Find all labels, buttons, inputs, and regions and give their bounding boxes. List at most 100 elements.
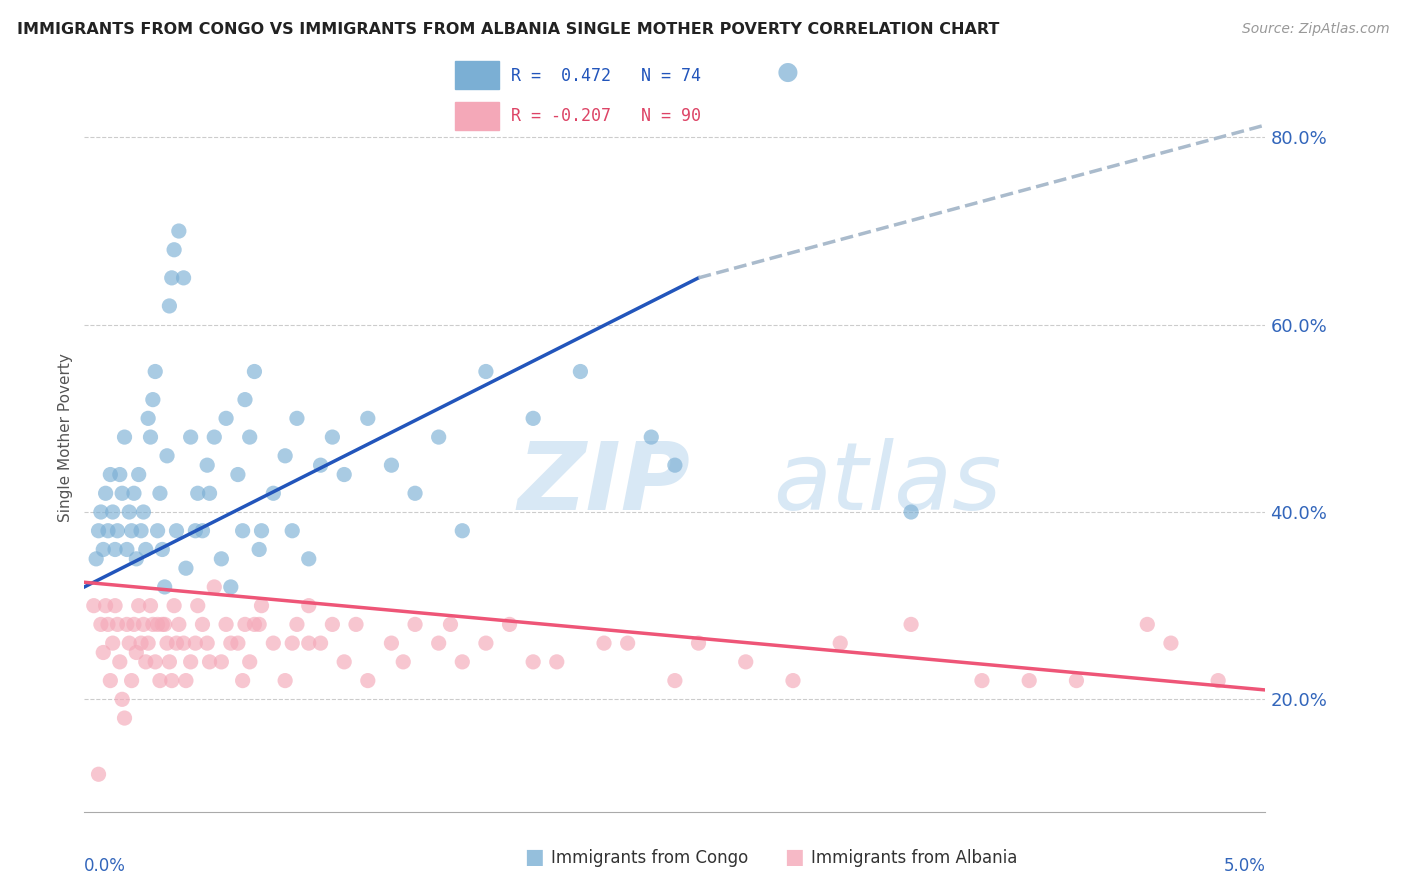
Point [174, 561, 197, 575]
Point [239, 430, 262, 444]
Point [143, 364, 166, 378]
Point [115, 542, 138, 557]
Point [160, 673, 183, 688]
Point [309, 458, 332, 473]
Point [98, 673, 121, 688]
Point [392, 655, 415, 669]
Point [101, 636, 124, 650]
Point [247, 542, 270, 557]
Point [209, 655, 232, 669]
Point [298, 599, 321, 613]
Text: ■: ■ [785, 847, 804, 867]
Point [1066, 673, 1088, 688]
Point [262, 636, 284, 650]
Point [107, 524, 129, 538]
Text: Immigrants from Albania: Immigrants from Albania [811, 849, 1018, 867]
Point [163, 243, 186, 257]
Point [157, 655, 180, 669]
Point [97, 617, 120, 632]
Point [734, 655, 756, 669]
Point [232, 524, 254, 538]
Point [380, 458, 402, 473]
Point [239, 655, 262, 669]
Text: R =  0.472   N = 74: R = 0.472 N = 74 [510, 67, 702, 85]
Point [91, 542, 114, 557]
Point [309, 636, 332, 650]
Point [143, 655, 166, 669]
Bar [456, 102, 499, 130]
Point [357, 411, 380, 425]
Point [167, 224, 190, 238]
Point [900, 617, 922, 632]
Point [321, 430, 343, 444]
Point [522, 411, 544, 425]
Point [321, 617, 343, 632]
Point [195, 636, 218, 650]
Point [226, 636, 249, 650]
Point [128, 467, 150, 482]
Point [87, 524, 110, 538]
Point [782, 673, 804, 688]
Point [274, 673, 297, 688]
Point [173, 636, 195, 650]
Point [191, 524, 214, 538]
Point [830, 636, 852, 650]
Point [281, 524, 304, 538]
Point [202, 430, 225, 444]
Point [94, 486, 117, 500]
Point [298, 636, 321, 650]
Point [475, 636, 498, 650]
Point [125, 551, 148, 566]
Point [163, 599, 186, 613]
Point [475, 364, 498, 378]
Point [114, 711, 136, 725]
Point [114, 430, 136, 444]
Point [184, 636, 207, 650]
Point [104, 599, 127, 613]
Point [451, 655, 474, 669]
Point [195, 458, 218, 473]
Point [202, 580, 225, 594]
Point [139, 430, 162, 444]
Point [90, 617, 112, 632]
Point [900, 505, 922, 519]
Point [132, 505, 155, 519]
Point [149, 486, 172, 500]
Y-axis label: Single Mother Poverty: Single Mother Poverty [58, 352, 73, 522]
Point [333, 467, 356, 482]
Point [180, 655, 202, 669]
Text: atlas: atlas [773, 438, 1001, 530]
Point [380, 636, 402, 650]
Point [104, 542, 127, 557]
Point [108, 467, 131, 482]
Point [174, 673, 197, 688]
Point [215, 411, 238, 425]
Point [157, 299, 180, 313]
Point [94, 599, 117, 613]
Point [281, 636, 304, 650]
Point [150, 617, 173, 632]
Point [156, 636, 179, 650]
Point [198, 486, 221, 500]
Text: ZIP: ZIP [517, 438, 690, 530]
Point [136, 411, 159, 425]
Point [198, 655, 221, 669]
Point [108, 655, 131, 669]
Point [262, 486, 284, 500]
Point [139, 599, 162, 613]
Point [333, 655, 356, 669]
Point [180, 430, 202, 444]
Point [122, 486, 145, 500]
Point [132, 617, 155, 632]
Point [87, 767, 110, 781]
Point [121, 673, 143, 688]
Point [970, 673, 993, 688]
Point [153, 580, 176, 594]
Point [91, 646, 114, 660]
Point [285, 411, 308, 425]
Point [250, 524, 273, 538]
Point [98, 467, 121, 482]
Point [167, 617, 190, 632]
Point [156, 449, 179, 463]
Point [84, 551, 107, 566]
